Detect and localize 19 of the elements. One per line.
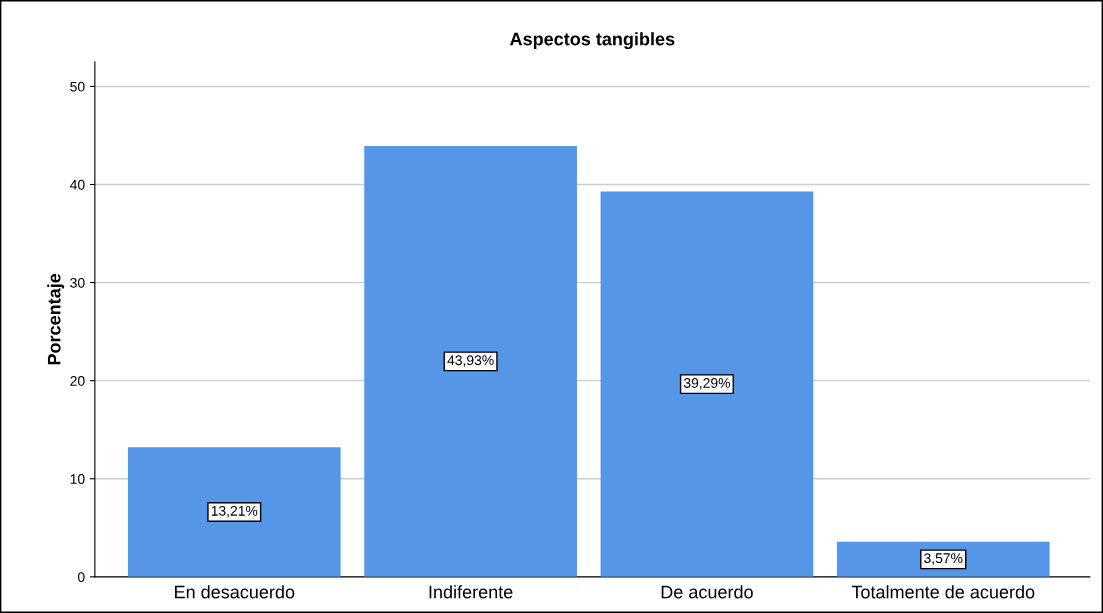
x-tick-label: De acuerdo: [661, 585, 753, 599]
data-label: 43,93%: [447, 355, 494, 367]
y-tick-label: 30: [70, 277, 85, 288]
data-label: 39,29%: [683, 378, 730, 390]
x-tick-label: Indiferente: [429, 585, 513, 599]
chart-title: Aspectos tangibles: [509, 32, 675, 50]
y-tick-label: 0: [77, 572, 85, 582]
data-label: 3,57%: [924, 553, 963, 565]
bar: [127, 447, 341, 577]
y-tick-label: 10: [70, 474, 85, 484]
data-label: 13,21%: [211, 505, 258, 518]
bar: [364, 145, 577, 577]
y-axis-title: Porcentaje: [47, 273, 65, 365]
y-tick-label: 50: [70, 81, 85, 92]
x-tick-label: En desacuerdo: [175, 585, 295, 599]
y-tick-label: 20: [70, 376, 85, 386]
x-tick-label: Totalmente de acuerdo: [851, 585, 1035, 599]
y-tick-label: 40: [70, 179, 85, 190]
bar: [600, 191, 814, 577]
